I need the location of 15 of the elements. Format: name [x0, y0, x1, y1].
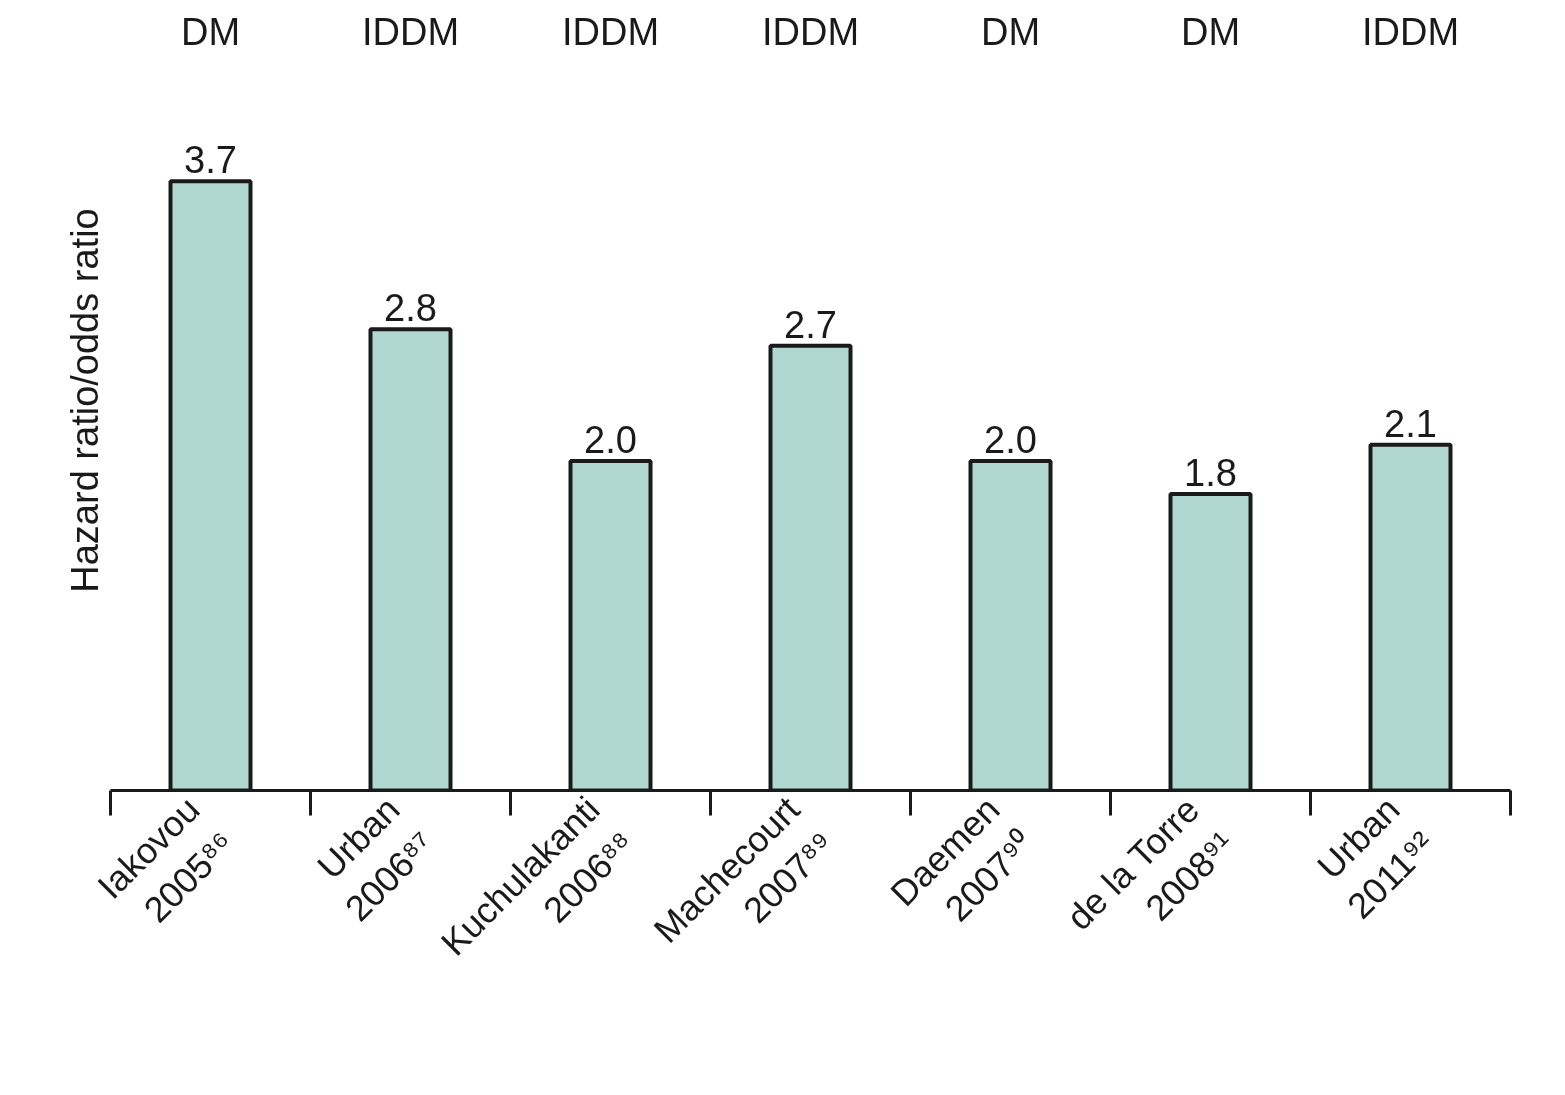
- text: DM: [180, 10, 241, 53]
- text: IDDM: [761, 10, 860, 53]
- text: IDDM: [561, 10, 660, 53]
- text: DM: [980, 10, 1041, 53]
- data-label: 2.8: [384, 287, 437, 330]
- text: IDDM: [1361, 10, 1460, 53]
- data-label: 2.0: [984, 419, 1037, 462]
- data-label: 2.7: [784, 303, 837, 346]
- data-label: 3.7: [184, 139, 237, 182]
- data-label: 1.8: [1184, 452, 1237, 495]
- data-label: 2.0: [584, 419, 637, 462]
- data-label: 2.1: [1384, 402, 1437, 445]
- text: IDDM: [361, 10, 460, 53]
- text: DM: [1180, 10, 1241, 53]
- y-axis-title: Hazard ratio/odds ratio: [63, 208, 106, 593]
